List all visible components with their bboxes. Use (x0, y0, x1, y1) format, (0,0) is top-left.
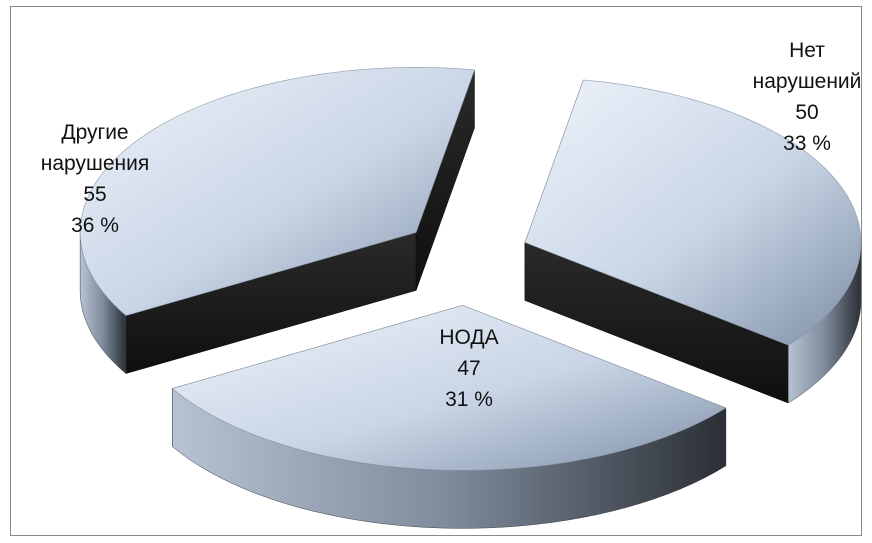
data-label-value: 55 (83, 183, 106, 206)
chart-frame: Нет нарушений 50 33 % НОДА 47 31 % Другие наруше… (10, 6, 862, 536)
slice-label-другие-нарушения: Другие нарушения 55 36 % (41, 121, 149, 237)
data-label-value: 47 (457, 357, 480, 380)
data-label-category: НОДА (439, 326, 498, 349)
slice-top (171, 305, 727, 471)
slice-label-нет-нарушений: Нет нарушений 50 33 % (753, 39, 862, 155)
data-label-percent: 36 % (71, 214, 119, 237)
pie-chart: Нет нарушений 50 33 % НОДА 47 31 % Другие наруше… (41, 39, 862, 529)
slice-label-нода: НОДА 47 31 % (439, 326, 498, 411)
slice-top (79, 67, 475, 316)
slice-top (524, 79, 862, 346)
data-label-category: нарушения (41, 152, 149, 175)
data-label-value: 50 (795, 101, 818, 124)
data-label-category: Другие (61, 121, 128, 144)
slice-нет-нарушений (524, 79, 862, 404)
data-label-percent: 31 % (445, 388, 493, 411)
data-label-category: Нет (789, 39, 825, 62)
data-label-percent: 33 % (783, 132, 831, 155)
slice-нода (171, 305, 727, 529)
data-label-category: нарушений (753, 70, 862, 93)
slice-другие-нарушения (79, 67, 475, 375)
